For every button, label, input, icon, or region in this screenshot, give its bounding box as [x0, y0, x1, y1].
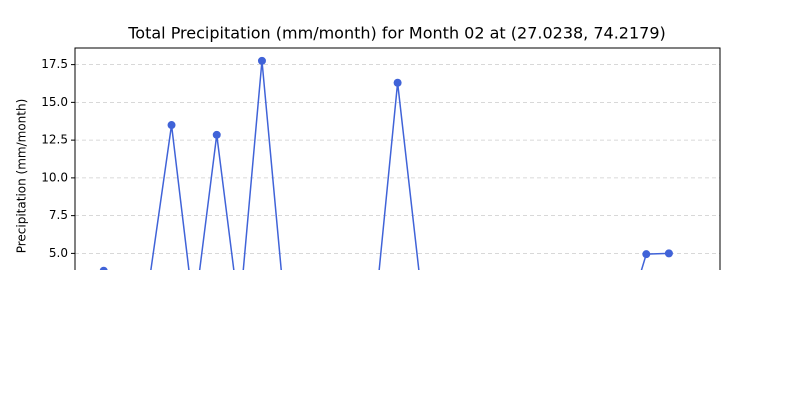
y-tick-label: 10.0 [41, 170, 68, 184]
y-tick-label: 12.5 [41, 133, 68, 147]
data-point [303, 310, 311, 318]
data-point [642, 250, 651, 259]
axes-frame [74, 47, 721, 270]
data-point [620, 325, 628, 333]
data-point [145, 280, 153, 288]
data-point [552, 317, 560, 325]
data-point [326, 317, 334, 325]
data-point [439, 310, 447, 318]
data-point [167, 121, 176, 130]
data-point [393, 78, 402, 87]
data-point [212, 130, 221, 139]
data-point [99, 266, 108, 270]
data-point [597, 316, 605, 324]
data-point [664, 249, 673, 258]
data-point [371, 308, 379, 316]
data-point [574, 310, 582, 318]
y-tick-label: 5.0 [49, 246, 68, 260]
data-point [122, 295, 130, 303]
y-ticks: 5.0 7.5 10.0 12.5 15.0 17.5 [41, 57, 75, 260]
data-point [257, 56, 266, 65]
series-line [150, 60, 669, 270]
data-point [529, 307, 537, 315]
y-tick-label: 7.5 [49, 208, 68, 222]
grid [75, 64, 720, 254]
data-point [281, 302, 289, 310]
y-tick-label: 15.0 [41, 95, 68, 109]
data-point [461, 317, 469, 325]
y-tick-label: 17.5 [41, 57, 68, 71]
chart-title: Total Precipitation (mm/month) for Month… [127, 24, 666, 43]
data-point [348, 302, 356, 310]
plot-area [99, 56, 673, 333]
data-point [507, 313, 515, 321]
data-point [484, 302, 492, 310]
data-point [190, 310, 198, 318]
y-axis-label: Precipitation (mm/month) [15, 99, 29, 254]
data-point [235, 310, 243, 318]
data-point [416, 278, 424, 286]
